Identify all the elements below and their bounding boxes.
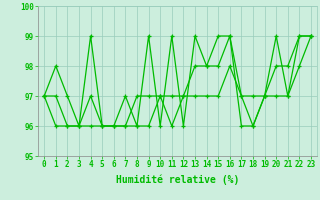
X-axis label: Humidité relative (%): Humidité relative (%) bbox=[116, 175, 239, 185]
